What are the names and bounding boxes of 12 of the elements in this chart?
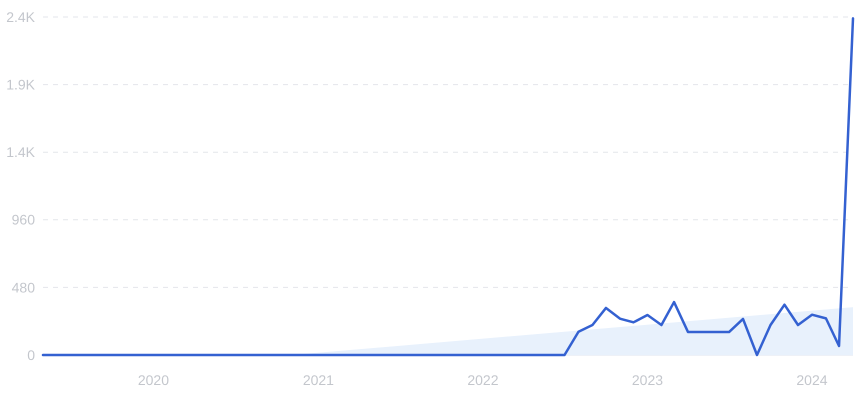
x-tick-label: 2022 bbox=[467, 372, 499, 388]
x-tick-label: 2020 bbox=[138, 372, 170, 388]
y-tick-label: 0 bbox=[27, 346, 36, 363]
x-tick-label: 2024 bbox=[796, 372, 828, 388]
x-tick-label: 2021 bbox=[302, 372, 334, 388]
line-series bbox=[42, 17, 854, 356]
x-tick-label: 2023 bbox=[632, 372, 664, 388]
y-tick-label: 2.4K bbox=[6, 8, 36, 25]
y-tick-label: 1.4K bbox=[6, 144, 36, 160]
y-tick-label: 960 bbox=[12, 212, 36, 228]
y-tick-label: 480 bbox=[12, 279, 36, 296]
y-tick-label: 1.9K bbox=[6, 76, 36, 92]
